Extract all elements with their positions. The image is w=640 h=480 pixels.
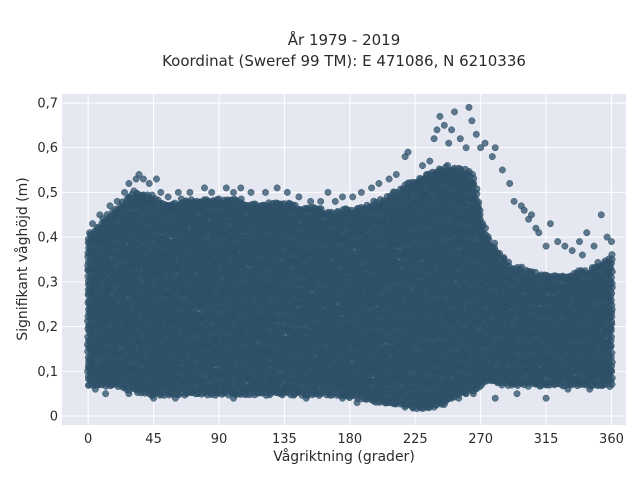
chart-title: År 1979 - 2019 (288, 30, 401, 49)
scatter-points (84, 103, 616, 413)
chart-subtitle: Koordinat (Sweref 99 TM): E 471086, N 62… (162, 52, 526, 70)
